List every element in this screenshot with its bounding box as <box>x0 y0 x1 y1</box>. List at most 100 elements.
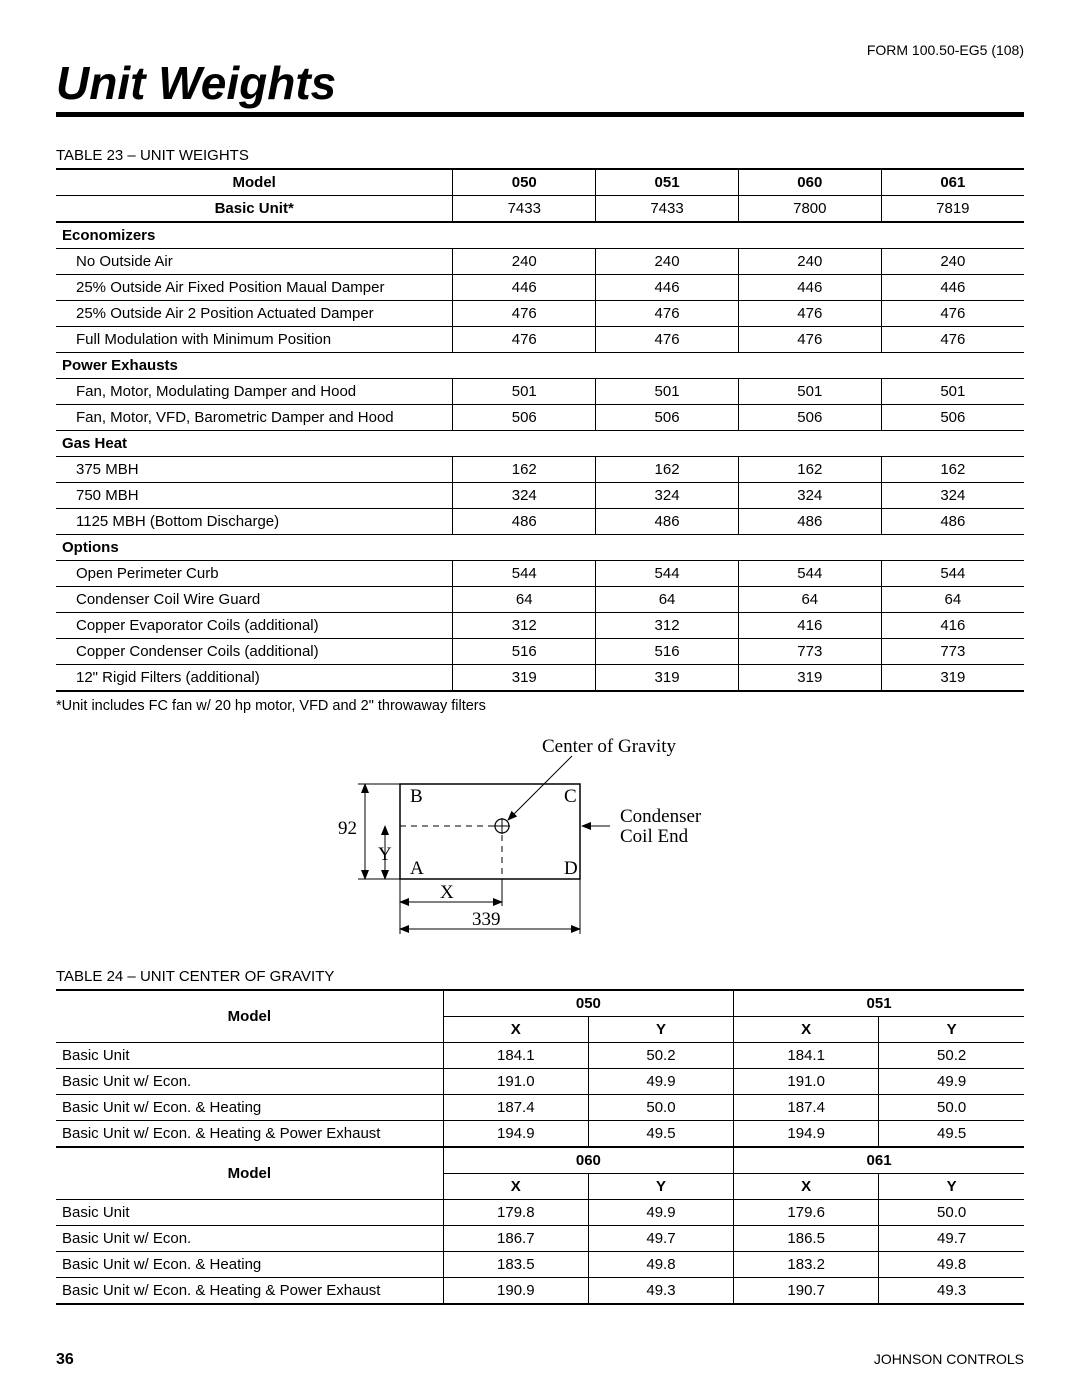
table24-cell: 50.2 <box>588 1043 733 1069</box>
table24-xy: Y <box>879 1017 1024 1043</box>
table23-cell: 486 <box>738 509 881 535</box>
table23-cell: 319 <box>596 665 739 692</box>
caption-prefix: TABLE 24 – <box>56 968 140 985</box>
table23-cell: 324 <box>738 483 881 509</box>
table24-cell: 49.8 <box>879 1252 1024 1278</box>
footer: 36 JOHNSON CONTROLS <box>56 1351 1024 1369</box>
table23-cell: 501 <box>453 379 596 405</box>
page: FORM 100.50-EG5 (108) Unit Weights TABLE… <box>0 0 1080 1397</box>
table23-cell: 476 <box>881 327 1024 353</box>
table24-cell: 179.8 <box>443 1200 588 1226</box>
table24-cell: 187.4 <box>734 1095 879 1121</box>
table23-col: 051 <box>596 169 739 196</box>
table23-cell: 446 <box>596 275 739 301</box>
table24-cell: 50.0 <box>588 1095 733 1121</box>
table23-cell: 446 <box>738 275 881 301</box>
table23-cell: 506 <box>596 405 739 431</box>
table23-cell: 240 <box>596 249 739 275</box>
diagram-339: 339 <box>472 909 501 930</box>
table24-cell: 191.0 <box>734 1069 879 1095</box>
diagram-right2: Coil End <box>620 826 689 847</box>
table23-col: 061 <box>881 169 1024 196</box>
table23-cell: 7800 <box>738 196 881 223</box>
table23-cell: 319 <box>881 665 1024 692</box>
table24-xy: X <box>734 1174 879 1200</box>
table24-cell: 49.8 <box>588 1252 733 1278</box>
table23-section: Gas Heat <box>56 431 1024 457</box>
table23-cell: 476 <box>453 301 596 327</box>
table23-row-label: 25% Outside Air 2 Position Actuated Damp… <box>56 301 453 327</box>
table23-cell: 773 <box>881 639 1024 665</box>
table24: Model050051XYXYBasic Unit184.150.2184.15… <box>56 989 1024 1305</box>
table23-cell: 162 <box>596 457 739 483</box>
diagram-D: D <box>564 858 578 879</box>
table24-cell: 49.3 <box>588 1278 733 1305</box>
table24-xy: X <box>443 1174 588 1200</box>
table23-cell: 64 <box>738 587 881 613</box>
table24-cell: 194.9 <box>734 1121 879 1148</box>
table23-cell: 486 <box>453 509 596 535</box>
table24-group: 061 <box>734 1147 1024 1174</box>
table23-col: 050 <box>453 169 596 196</box>
table24-cell: 49.9 <box>879 1069 1024 1095</box>
table24-cell: 184.1 <box>443 1043 588 1069</box>
table23-caption: TABLE 23 – UNIT WEIGHTS <box>56 147 1024 164</box>
table23-cell: 476 <box>738 327 881 353</box>
title-rule <box>56 112 1024 117</box>
table24-row-label: Basic Unit w/ Econ. <box>56 1069 443 1095</box>
table23-cell: 312 <box>596 613 739 639</box>
table23-footnote: *Unit includes FC fan w/ 20 hp motor, VF… <box>56 698 1024 714</box>
table23-cell: 501 <box>881 379 1024 405</box>
table24-cell: 50.2 <box>879 1043 1024 1069</box>
table24-cell: 49.9 <box>588 1069 733 1095</box>
table23-row-label: Open Perimeter Curb <box>56 561 453 587</box>
table24-cell: 49.9 <box>588 1200 733 1226</box>
table24-cell: 186.7 <box>443 1226 588 1252</box>
table23-row-label: Condenser Coil Wire Guard <box>56 587 453 613</box>
table23-cell: 240 <box>881 249 1024 275</box>
table23-cell: 240 <box>738 249 881 275</box>
table23-cell: 516 <box>596 639 739 665</box>
diagram-A: A <box>410 858 424 879</box>
table23-cell: 486 <box>596 509 739 535</box>
table23-cell: 506 <box>881 405 1024 431</box>
table23-cell: 64 <box>453 587 596 613</box>
table24-row-label: Basic Unit w/ Econ. & Heating <box>56 1095 443 1121</box>
table24-group: 050 <box>443 990 733 1017</box>
table24-xy: Y <box>879 1174 1024 1200</box>
table23-section: Options <box>56 535 1024 561</box>
table23-cell: 162 <box>453 457 596 483</box>
table24-cell: 50.0 <box>879 1095 1024 1121</box>
table23-section: Power Exhausts <box>56 353 1024 379</box>
caption-text: UNIT CENTER OF GRAVITY <box>140 968 334 985</box>
diagram-C: C <box>564 786 577 807</box>
diagram-X: X <box>440 882 454 903</box>
table24-cell: 186.5 <box>734 1226 879 1252</box>
table23-cell: 7819 <box>881 196 1024 223</box>
table24-cell: 191.0 <box>443 1069 588 1095</box>
table23-row-label: Copper Condenser Coils (additional) <box>56 639 453 665</box>
table23-cell: 506 <box>738 405 881 431</box>
table24-cell: 194.9 <box>443 1121 588 1148</box>
table23-section: Economizers <box>56 222 1024 249</box>
table23-cell: 446 <box>881 275 1024 301</box>
caption-prefix: TABLE 23 – <box>56 147 140 164</box>
table23-cell: 476 <box>453 327 596 353</box>
table24-caption: TABLE 24 – UNIT CENTER OF GRAVITY <box>56 968 1024 985</box>
table23-row-label: Fan, Motor, VFD, Barometric Damper and H… <box>56 405 453 431</box>
caption-text: UNIT WEIGHTS <box>140 147 249 164</box>
table23-cell: 506 <box>453 405 596 431</box>
table23-cell: 486 <box>881 509 1024 535</box>
table24-cell: 190.7 <box>734 1278 879 1305</box>
table24-cell: 184.1 <box>734 1043 879 1069</box>
table23-cell: 476 <box>596 301 739 327</box>
table24-group: 060 <box>443 1147 733 1174</box>
page-title: Unit Weights <box>56 56 1024 110</box>
table23-cell: 501 <box>596 379 739 405</box>
table23-basic-label: Basic Unit* <box>56 196 453 223</box>
table23-row-label: 750 MBH <box>56 483 453 509</box>
page-number: 36 <box>56 1351 74 1369</box>
table23-row-label: Full Modulation with Minimum Position <box>56 327 453 353</box>
table23-row-label: No Outside Air <box>56 249 453 275</box>
diagram-92: 92 <box>338 818 357 839</box>
